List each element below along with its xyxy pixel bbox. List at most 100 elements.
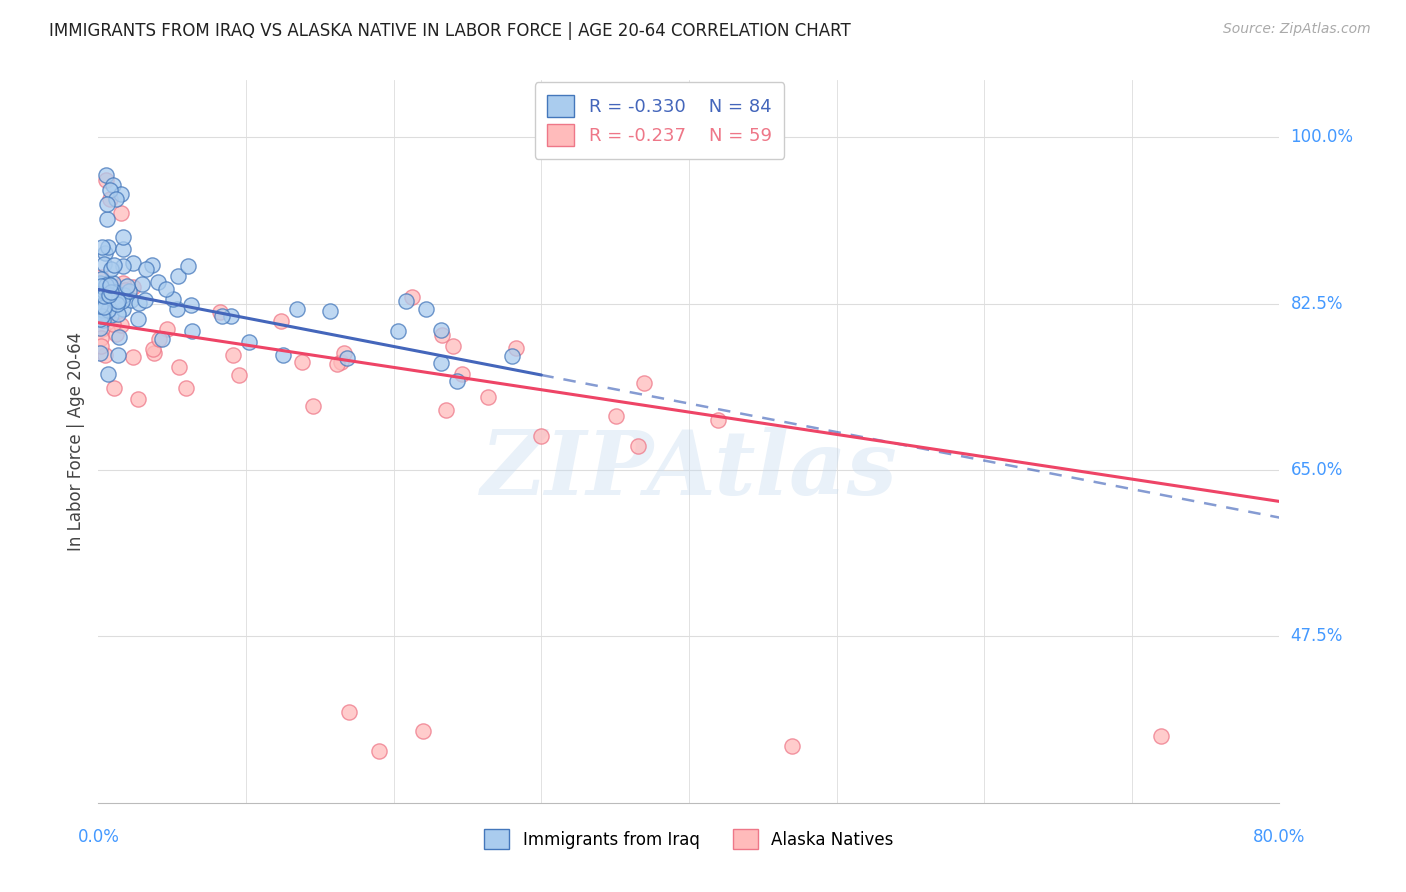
Point [111, 293, 134, 308]
Point [174, 381, 197, 395]
Point [180, 297, 202, 311]
Point [103, 258, 125, 272]
Point [107, 348, 129, 362]
Point [477, 390, 499, 404]
Point [336, 351, 359, 365]
Text: Source: ZipAtlas.com: Source: ZipAtlas.com [1223, 22, 1371, 37]
Point [111, 301, 134, 316]
Point [97, 287, 120, 301]
Point [450, 368, 472, 382]
Point [91, 322, 114, 336]
Point [219, 309, 242, 323]
Point [103, 280, 125, 294]
Point [110, 206, 132, 220]
Point [501, 349, 523, 363]
Point [90, 269, 112, 284]
Point [97, 240, 120, 254]
Point [150, 332, 173, 346]
Point [114, 283, 136, 297]
Point [103, 178, 125, 192]
Point [96, 212, 118, 227]
Point [332, 346, 354, 360]
Legend: Immigrants from Iraq, Alaska Natives: Immigrants from Iraq, Alaska Natives [478, 822, 900, 856]
Point [90, 271, 112, 285]
Point [107, 294, 129, 309]
Point [94, 173, 117, 187]
Point [339, 706, 361, 720]
Point [104, 285, 127, 299]
Point [162, 292, 184, 306]
Point [101, 317, 124, 331]
Point [110, 318, 132, 333]
Point [167, 360, 190, 375]
Point [141, 258, 163, 272]
Point [97, 303, 120, 318]
Point [93, 289, 115, 303]
Text: 100.0%: 100.0% [1291, 128, 1354, 146]
Point [122, 256, 145, 270]
Point [302, 399, 325, 413]
Point [412, 724, 434, 739]
Point [91, 312, 114, 326]
Point [605, 409, 627, 424]
Point [319, 304, 342, 318]
Point [104, 327, 127, 342]
Point [120, 293, 142, 307]
Point [97, 276, 120, 290]
Point [368, 743, 391, 757]
Point [107, 307, 129, 321]
Point [148, 332, 170, 346]
Point [134, 293, 156, 307]
Point [180, 324, 202, 338]
Point [97, 288, 120, 302]
Point [706, 412, 728, 426]
Point [89, 321, 111, 335]
Point [112, 242, 135, 256]
Point [94, 348, 117, 362]
Point [94, 246, 117, 260]
Point [89, 345, 111, 359]
Point [122, 350, 145, 364]
Point [155, 282, 177, 296]
Point [100, 287, 122, 301]
Point [105, 192, 128, 206]
Point [156, 321, 179, 335]
Point [441, 339, 464, 353]
Point [89, 277, 111, 292]
Point [117, 279, 139, 293]
Point [96, 197, 118, 211]
Point [91, 296, 114, 310]
Text: ZIPAtlas: ZIPAtlas [481, 427, 897, 514]
Point [103, 381, 125, 395]
Point [329, 355, 352, 369]
Point [271, 349, 294, 363]
Point [429, 323, 451, 337]
Text: 80.0%: 80.0% [1253, 828, 1306, 846]
Point [90, 339, 112, 353]
Point [325, 358, 347, 372]
Point [430, 328, 453, 343]
Point [93, 285, 115, 299]
Point [93, 257, 115, 271]
Point [530, 429, 553, 443]
Point [430, 356, 453, 370]
Point [90, 279, 112, 293]
Point [1150, 729, 1173, 743]
Point [100, 285, 122, 300]
Point [98, 278, 121, 293]
Point [209, 305, 232, 319]
Point [111, 276, 134, 290]
Point [228, 368, 250, 383]
Text: 47.5%: 47.5% [1291, 627, 1343, 646]
Point [177, 260, 200, 274]
Point [98, 192, 121, 206]
Point [167, 268, 190, 283]
Point [91, 239, 114, 253]
Point [100, 262, 122, 277]
Point [434, 403, 457, 417]
Point [97, 367, 120, 381]
Point [131, 277, 153, 292]
Point [211, 309, 233, 323]
Point [782, 739, 804, 753]
Text: IMMIGRANTS FROM IRAQ VS ALASKA NATIVE IN LABOR FORCE | AGE 20-64 CORRELATION CHA: IMMIGRANTS FROM IRAQ VS ALASKA NATIVE IN… [49, 22, 851, 40]
